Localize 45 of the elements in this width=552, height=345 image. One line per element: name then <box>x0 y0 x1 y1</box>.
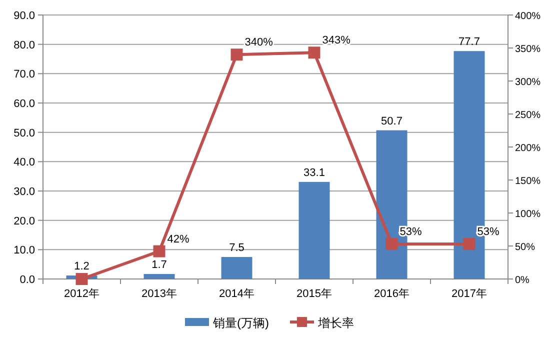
point <box>153 245 166 258</box>
x-tick-label: 2015年 <box>296 288 332 300</box>
y2-tick-label: 150% <box>515 176 541 187</box>
point <box>230 48 243 61</box>
y-tick-label: 70.0 <box>14 68 35 81</box>
data-label: 343% <box>322 34 351 47</box>
bar <box>144 274 175 279</box>
x-tick-label: 2013年 <box>142 288 177 300</box>
y-tick-label: 10.0 <box>14 244 35 257</box>
data-label: 77.7 <box>458 36 480 48</box>
x-tick-label: 2014年 <box>219 288 254 300</box>
y2-tick-label: 400% <box>515 11 541 22</box>
bar <box>298 182 330 279</box>
point <box>463 238 476 250</box>
data-label: 50.7 <box>381 115 402 128</box>
y-tick-label: 90.0 <box>14 10 35 22</box>
y2-tick-label: 100% <box>515 209 541 220</box>
data-label: 7.5 <box>229 242 244 254</box>
y-tick-label: 30.0 <box>14 186 35 198</box>
x-tick-label: 2016年 <box>374 288 410 300</box>
y-tick-label: 0.0 <box>20 274 35 286</box>
y2-tick-label: 250% <box>515 110 541 121</box>
y2-tick-label: 300% <box>515 77 541 88</box>
y-tick-label: 80.0 <box>14 39 35 52</box>
y-tick-label: 60.0 <box>14 98 35 110</box>
x-tick-label: 2012年 <box>64 288 100 300</box>
y-tick-label: 20.0 <box>14 215 35 228</box>
y-tick-label: 50.0 <box>14 127 35 140</box>
data-label: 340% <box>244 36 274 49</box>
bar <box>221 257 252 279</box>
data-label: 42% <box>167 233 190 246</box>
x-tick-label: 2017年 <box>452 288 487 300</box>
y2-tick-label: 50% <box>515 242 536 253</box>
point <box>76 273 88 285</box>
y2-tick-label: 350% <box>515 44 541 55</box>
data-label: 1.7 <box>152 259 167 272</box>
y2-tick-label: 0% <box>515 275 530 286</box>
data-label: 1.2 <box>74 260 90 272</box>
data-label: 33.1 <box>304 166 325 179</box>
point <box>386 238 398 250</box>
legend-label: 增长率 <box>317 316 354 330</box>
y2-tick-label: 200% <box>515 143 541 154</box>
y-tick-label: 40.0 <box>14 156 35 169</box>
legend-label: 销量(万辆) <box>212 316 269 330</box>
point <box>308 46 320 59</box>
